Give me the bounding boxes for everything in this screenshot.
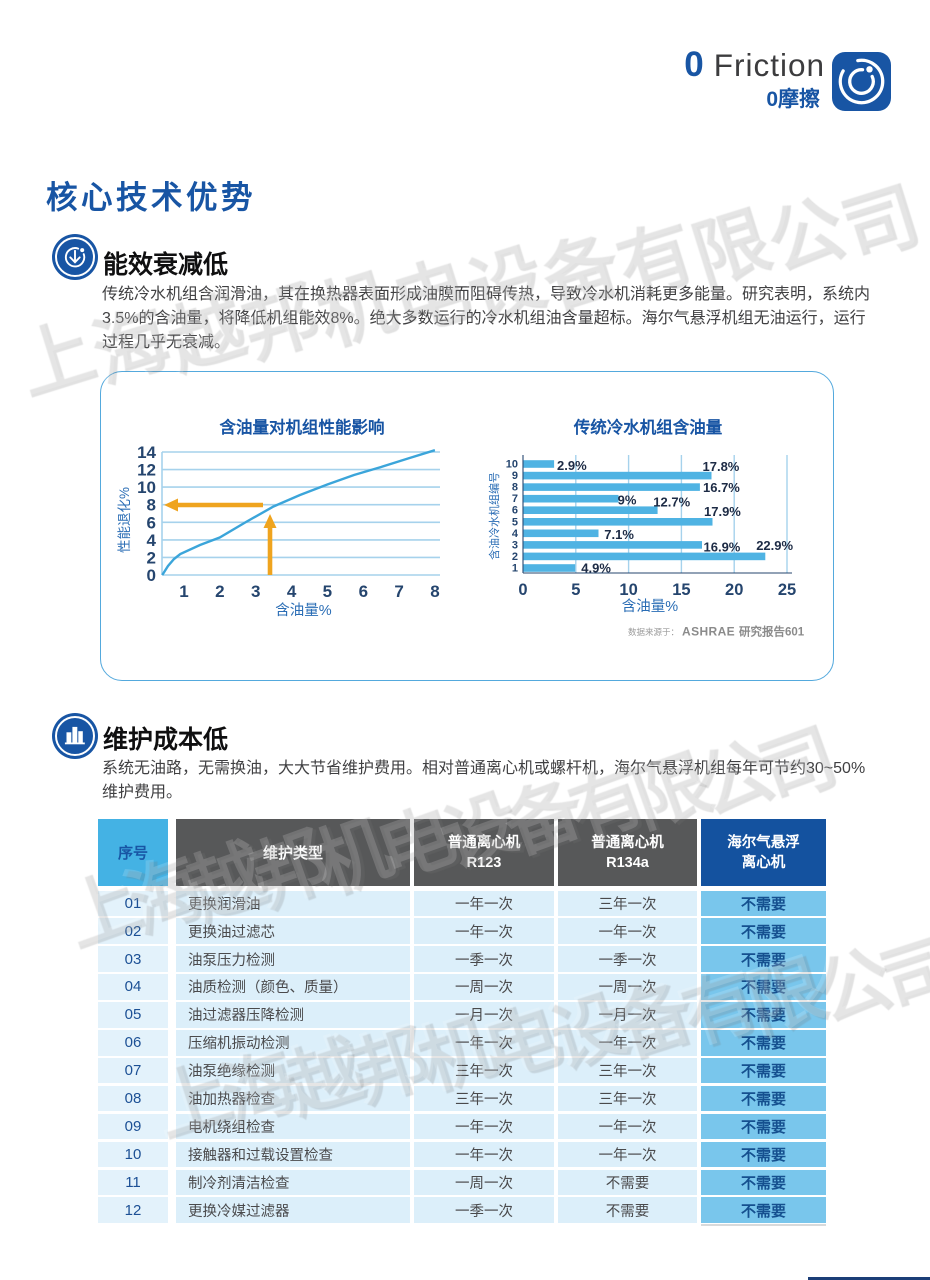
svg-text:17.8%: 17.8% bbox=[703, 459, 740, 474]
svg-text:2: 2 bbox=[147, 548, 156, 567]
svg-text:含油量%: 含油量% bbox=[275, 602, 331, 619]
svg-text:9%: 9% bbox=[618, 492, 637, 507]
svg-text:1: 1 bbox=[512, 563, 518, 575]
svg-text:10: 10 bbox=[506, 459, 518, 471]
svg-text:20: 20 bbox=[725, 581, 743, 599]
svg-text:1: 1 bbox=[179, 582, 188, 601]
svg-text:7.1%: 7.1% bbox=[604, 527, 634, 542]
svg-text:0: 0 bbox=[147, 566, 156, 585]
svg-text:16.9%: 16.9% bbox=[704, 540, 741, 555]
svg-text:传统冷水机组含油量: 传统冷水机组含油量 bbox=[573, 417, 723, 437]
svg-text:6: 6 bbox=[359, 582, 368, 601]
svg-text:5: 5 bbox=[512, 516, 518, 528]
svg-text:4: 4 bbox=[512, 528, 519, 540]
svg-text:12: 12 bbox=[137, 461, 156, 480]
svg-text:ASHRAE: ASHRAE bbox=[682, 625, 735, 639]
svg-text:16.7%: 16.7% bbox=[703, 480, 740, 495]
svg-text:3: 3 bbox=[512, 539, 518, 551]
svg-text:3: 3 bbox=[251, 582, 260, 601]
svg-text:数据来源于：: 数据来源于： bbox=[628, 627, 679, 637]
svg-text:8: 8 bbox=[512, 482, 518, 494]
svg-text:研究报告601: 研究报告601 bbox=[739, 625, 805, 639]
svg-text:14: 14 bbox=[137, 443, 156, 462]
svg-text:4: 4 bbox=[287, 582, 297, 601]
svg-text:含油量%: 含油量% bbox=[622, 598, 678, 615]
svg-text:22.9%: 22.9% bbox=[756, 538, 793, 553]
svg-text:10: 10 bbox=[137, 478, 156, 497]
svg-text:2: 2 bbox=[215, 582, 224, 601]
svg-text:4: 4 bbox=[147, 531, 157, 550]
svg-text:7: 7 bbox=[394, 582, 403, 601]
svg-text:4.9%: 4.9% bbox=[581, 561, 611, 576]
svg-text:5: 5 bbox=[323, 582, 332, 601]
svg-text:2: 2 bbox=[512, 551, 518, 563]
svg-text:含油冷水机组编号: 含油冷水机组编号 bbox=[487, 472, 501, 560]
svg-text:7: 7 bbox=[512, 493, 518, 505]
svg-text:2.9%: 2.9% bbox=[557, 458, 587, 473]
svg-text:6: 6 bbox=[512, 505, 518, 517]
svg-text:17.9%: 17.9% bbox=[704, 504, 741, 519]
svg-text:25: 25 bbox=[778, 581, 796, 599]
svg-text:8: 8 bbox=[147, 496, 156, 515]
svg-text:12.7%: 12.7% bbox=[653, 495, 690, 510]
svg-text:15: 15 bbox=[672, 581, 690, 599]
svg-text:5: 5 bbox=[571, 581, 580, 599]
svg-text:0: 0 bbox=[518, 581, 527, 599]
svg-text:8: 8 bbox=[430, 582, 439, 601]
svg-text:9: 9 bbox=[512, 470, 518, 482]
svg-text:6: 6 bbox=[147, 513, 156, 532]
svg-text:含油量对机组性能影响: 含油量对机组性能影响 bbox=[220, 417, 385, 437]
svg-text:10: 10 bbox=[619, 581, 637, 599]
svg-text:性能退化%: 性能退化% bbox=[117, 487, 132, 553]
